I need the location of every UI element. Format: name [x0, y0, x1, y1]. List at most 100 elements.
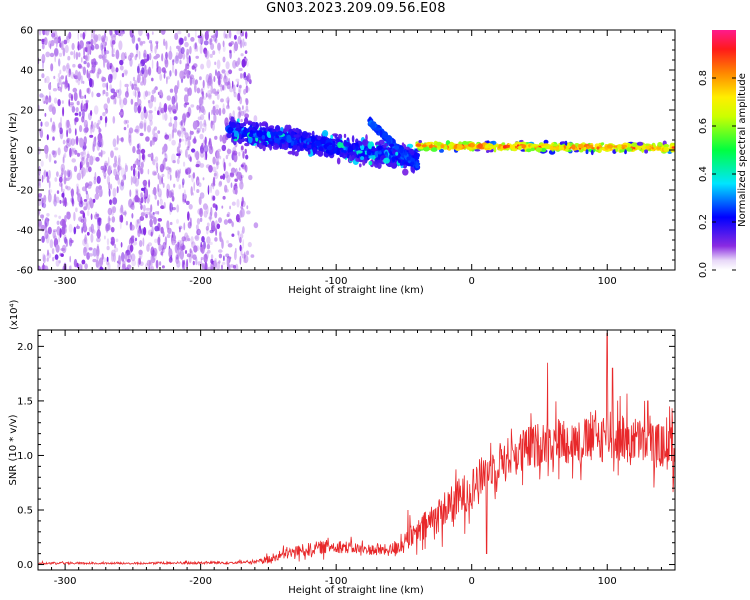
heatmap-cell: [176, 169, 180, 176]
heatmap-cell: [117, 262, 121, 270]
heatmap-cell: [214, 37, 218, 44]
heatmap-cell: [132, 76, 136, 82]
heatmap-cell: [65, 177, 70, 181]
heatmap-cell: [51, 248, 55, 255]
heatmap-cell: [78, 111, 82, 117]
heatmap-cell: [663, 143, 670, 148]
heatmap-cell: [129, 80, 132, 87]
heatmap-cell: [211, 109, 213, 116]
heatmap-cell: [227, 243, 233, 248]
heatmap-cell: [75, 79, 79, 83]
heatmap-cell: [191, 65, 195, 70]
heatmap-cell: [186, 69, 190, 79]
heatmap-cell: [59, 69, 62, 75]
heatmap-cell: [45, 99, 50, 103]
heatmap-cell: [226, 213, 230, 218]
heatmap-cell: [181, 113, 187, 123]
heatmap-cell: [101, 47, 104, 56]
heatmap-cell: [54, 177, 58, 182]
heatmap-cell: [118, 255, 122, 265]
heatmap-cell: [161, 67, 166, 73]
heatmap-cell: [216, 151, 220, 159]
heatmap-cell: [179, 249, 184, 260]
heatmap-cell: [63, 145, 68, 153]
heatmap-cell: [191, 148, 196, 153]
heatmap-cell: [126, 86, 129, 95]
heatmap-cell: [176, 102, 178, 111]
heatmap-cell: [59, 199, 62, 204]
heatmap-cell: [117, 164, 120, 173]
heatmap-cell: [159, 193, 162, 201]
heatmap-cell: [112, 187, 117, 198]
heatmap-cell: [113, 33, 117, 38]
heatmap-cell: [116, 186, 119, 194]
heatmap-cell: [163, 41, 167, 46]
heatmap-cell: [71, 94, 73, 102]
heatmap-cell: [75, 107, 79, 113]
heatmap-cell: [67, 83, 70, 92]
heatmap-cell: [116, 163, 122, 171]
heatmap-cell: [375, 141, 381, 147]
heatmap-cell: [119, 95, 122, 106]
heatmap-cell: [137, 219, 141, 224]
heatmap-cell: [81, 170, 84, 179]
heatmap-cell: [224, 184, 228, 193]
heatmap-cell: [159, 101, 162, 111]
heatmap-cell: [214, 237, 218, 242]
heatmap-cell: [110, 88, 116, 94]
heatmap-cell: [42, 30, 46, 36]
heatmap-cell: [197, 35, 202, 39]
heatmap-cell: [373, 127, 381, 131]
heatmap-cell: [156, 60, 159, 70]
heatmap-cell: [180, 47, 185, 54]
heatmap-cell: [360, 156, 365, 161]
heatmap-cell: [128, 130, 132, 139]
heatmap-cell: [148, 110, 153, 114]
heatmap-cell: [114, 160, 118, 167]
heatmap-cell: [67, 55, 71, 61]
heatmap-cell: [212, 156, 216, 165]
heatmap-cell: [657, 142, 663, 147]
heatmap-cell: [38, 165, 41, 176]
heatmap-cell: [147, 168, 150, 175]
heatmap-cell: [62, 139, 66, 145]
heatmap-cell: [66, 186, 71, 191]
heatmap-cell: [74, 117, 79, 123]
heatmap-cell: [80, 158, 86, 166]
heatmap-cell: [53, 30, 58, 40]
heatmap-cell: [138, 91, 141, 98]
heatmap-cell: [352, 143, 356, 150]
heatmap-cell: [57, 147, 61, 156]
heatmap-cell: [98, 127, 101, 133]
heatmap-cell: [253, 115, 258, 122]
heatmap-cell: [177, 80, 180, 90]
heatmap-cell: [176, 45, 180, 50]
heatmap-cell: [157, 218, 162, 222]
heatmap-cell: [58, 35, 61, 40]
heatmap-cell: [81, 116, 85, 123]
heatmap-cell: [131, 259, 137, 267]
heatmap-cell: [279, 142, 282, 150]
heatmap-cell: [154, 106, 157, 112]
heatmap-cell: [45, 233, 50, 244]
heatmap-cell: [68, 99, 70, 107]
heatmap-cell: [391, 161, 397, 169]
heatmap-cell: [200, 88, 204, 95]
heatmap-cell: [62, 47, 66, 57]
heatmap-cell: [84, 94, 87, 99]
heatmap-cell: [58, 176, 63, 183]
heatmap-cell: [156, 41, 159, 50]
heatmap-cell: [67, 170, 71, 178]
heatmap-cell: [404, 151, 408, 156]
heatmap-cell: [133, 80, 138, 87]
heatmap-cell: [137, 227, 141, 238]
heatmap-cell: [205, 151, 208, 161]
heatmap-cell: [52, 121, 56, 132]
heatmap-cell: [74, 128, 77, 136]
heatmap-cell: [150, 257, 156, 264]
heatmap-cell: [131, 235, 135, 239]
heatmap-cell: [240, 118, 243, 123]
heatmap-cell: [237, 230, 240, 236]
heatmap-cell: [104, 41, 107, 46]
heatmap-cell: [230, 41, 234, 45]
